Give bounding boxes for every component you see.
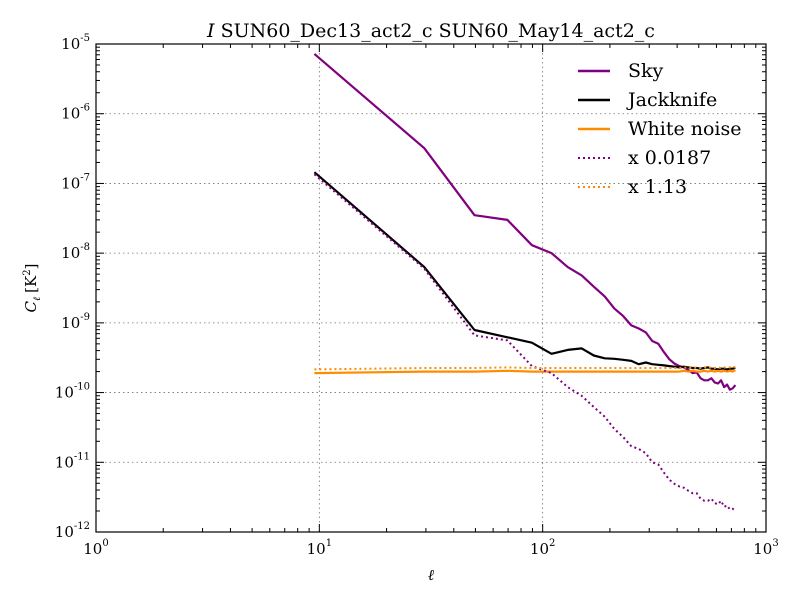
x-tick-label: 100 [83, 538, 108, 558]
legend: Sky Jackknife White noise x 0.0187 x 1.13 [578, 60, 742, 198]
y-tick-label: 10-9 [61, 312, 90, 332]
y-axis-label-unit-end: ] [22, 264, 40, 270]
legend-label-sky: Sky [628, 60, 664, 82]
legend-label-white-noise: White noise [628, 118, 742, 140]
legend-label-x-0-0187: x 0.0187 [628, 147, 711, 169]
series-line-x-0-0187 [313, 173, 737, 512]
chart-title-rest: SUN60_Dec13_act2_c SUN60_May14_act2_c [215, 20, 655, 42]
chart-title: I SUN60_Dec13_act2_c SUN60_May14_act2_c [206, 20, 655, 42]
series-line-jackknife [313, 171, 736, 371]
y-axis-label-unit: [K [22, 275, 40, 293]
y-tick-label: 10-12 [55, 521, 90, 541]
y-tick-label: 10-7 [61, 172, 90, 192]
series-line-sky [313, 53, 737, 391]
x-tick-label: 102 [530, 538, 555, 558]
y-axis-label-main: C [22, 300, 40, 312]
y-tick-label: 10-11 [55, 451, 90, 471]
data-series [313, 53, 737, 512]
y-axis-label: Cℓ [K2] [22, 264, 43, 313]
plot-frame [95, 43, 767, 533]
x-tick-label: 103 [753, 538, 778, 558]
y-tick-label: 10-10 [55, 382, 90, 402]
y-tick-label: 10-6 [61, 103, 90, 123]
y-axis-label-unit-sup: 2 [22, 269, 33, 275]
axis-ticks: 100 101 102 103 10-5 10-6 10-7 10-8 10-9 10-10 10-… [55, 33, 779, 558]
legend-label-jackknife: Jackknife [626, 89, 717, 111]
y-tick-label: 10-5 [61, 33, 90, 53]
y-tick-label: 10-8 [61, 242, 90, 262]
x-axis-label: ℓ [428, 566, 434, 584]
series-line-white-noise [314, 369, 736, 375]
series-line-x-1-13 [314, 365, 736, 371]
chart-title-italic: I [206, 20, 215, 42]
x-tick-label: 101 [307, 538, 332, 558]
legend-label-x-1-13: x 1.13 [628, 176, 687, 198]
y-axis-label-subscript: ℓ [32, 297, 43, 301]
